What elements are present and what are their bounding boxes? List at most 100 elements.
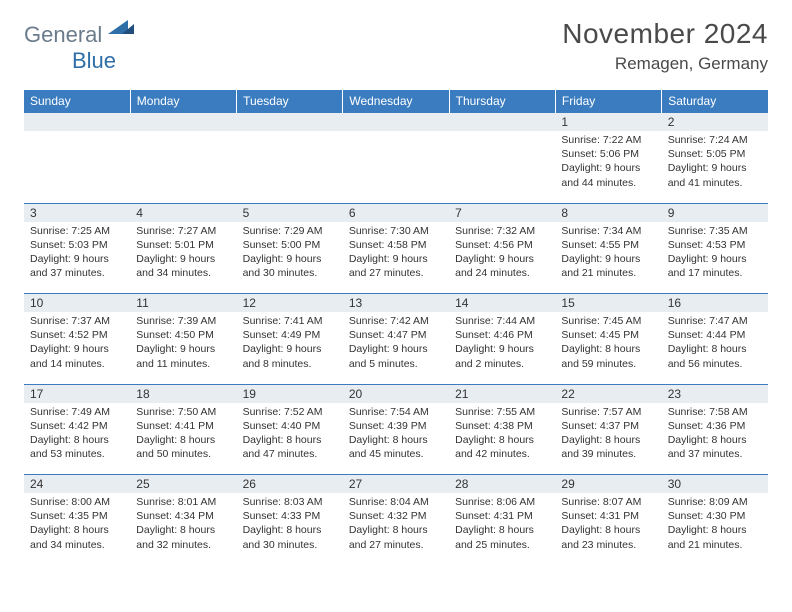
day-number-cell: 12 (237, 294, 343, 313)
day-cell: Sunrise: 7:42 AMSunset: 4:47 PMDaylight:… (343, 312, 449, 384)
day-number: 29 (555, 475, 661, 493)
day-cell: Sunrise: 7:32 AMSunset: 4:56 PMDaylight:… (449, 222, 555, 294)
day-number-cell: 22 (555, 384, 661, 403)
day-cell: Sunrise: 8:07 AMSunset: 4:31 PMDaylight:… (555, 493, 661, 565)
day-content-row: Sunrise: 7:37 AMSunset: 4:52 PMDaylight:… (24, 312, 768, 384)
day-cell (449, 131, 555, 203)
day-number: 30 (662, 475, 768, 493)
day-cell: Sunrise: 7:39 AMSunset: 4:50 PMDaylight:… (130, 312, 236, 384)
day-cell: Sunrise: 7:37 AMSunset: 4:52 PMDaylight:… (24, 312, 130, 384)
day-details: Sunrise: 7:27 AMSunset: 5:01 PMDaylight:… (130, 222, 236, 285)
day-number: 27 (343, 475, 449, 493)
day-number-cell: 15 (555, 294, 661, 313)
day-number-cell: 5 (237, 203, 343, 222)
day-cell: Sunrise: 8:01 AMSunset: 4:34 PMDaylight:… (130, 493, 236, 565)
day-number-cell: 1 (555, 113, 661, 132)
calendar-body: 12Sunrise: 7:22 AMSunset: 5:06 PMDayligh… (24, 113, 768, 566)
day-number: 21 (449, 385, 555, 403)
day-number: 12 (237, 294, 343, 312)
day-cell: Sunrise: 7:54 AMSunset: 4:39 PMDaylight:… (343, 403, 449, 475)
day-details: Sunrise: 7:30 AMSunset: 4:58 PMDaylight:… (343, 222, 449, 285)
day-number-cell: 20 (343, 384, 449, 403)
day-number-cell: 2 (662, 113, 768, 132)
day-number-cell: 27 (343, 475, 449, 494)
day-number: 24 (24, 475, 130, 493)
day-details: Sunrise: 8:07 AMSunset: 4:31 PMDaylight:… (555, 493, 661, 556)
day-number: 25 (130, 475, 236, 493)
day-details: Sunrise: 7:42 AMSunset: 4:47 PMDaylight:… (343, 312, 449, 375)
day-cell: Sunrise: 7:34 AMSunset: 4:55 PMDaylight:… (555, 222, 661, 294)
weekday-header-row: SundayMondayTuesdayWednesdayThursdayFrid… (24, 90, 768, 113)
day-number-cell: 4 (130, 203, 236, 222)
day-number: 6 (343, 204, 449, 222)
day-content-row: Sunrise: 7:25 AMSunset: 5:03 PMDaylight:… (24, 222, 768, 294)
day-cell: Sunrise: 7:25 AMSunset: 5:03 PMDaylight:… (24, 222, 130, 294)
day-details: Sunrise: 7:35 AMSunset: 4:53 PMDaylight:… (662, 222, 768, 285)
day-number-cell: 25 (130, 475, 236, 494)
day-details: Sunrise: 7:55 AMSunset: 4:38 PMDaylight:… (449, 403, 555, 466)
day-details: Sunrise: 8:03 AMSunset: 4:33 PMDaylight:… (237, 493, 343, 556)
day-cell: Sunrise: 7:55 AMSunset: 4:38 PMDaylight:… (449, 403, 555, 475)
day-cell (343, 131, 449, 203)
weekday-header: Friday (555, 90, 661, 113)
day-number: 7 (449, 204, 555, 222)
day-details: Sunrise: 7:50 AMSunset: 4:41 PMDaylight:… (130, 403, 236, 466)
day-number-cell: 29 (555, 475, 661, 494)
day-details: Sunrise: 7:25 AMSunset: 5:03 PMDaylight:… (24, 222, 130, 285)
day-cell: Sunrise: 7:57 AMSunset: 4:37 PMDaylight:… (555, 403, 661, 475)
logo-text-blue: Blue (72, 48, 116, 73)
day-number: 4 (130, 204, 236, 222)
day-cell: Sunrise: 7:41 AMSunset: 4:49 PMDaylight:… (237, 312, 343, 384)
day-details: Sunrise: 7:24 AMSunset: 5:05 PMDaylight:… (662, 131, 768, 194)
day-cell: Sunrise: 8:00 AMSunset: 4:35 PMDaylight:… (24, 493, 130, 565)
day-number-cell: 28 (449, 475, 555, 494)
day-cell: Sunrise: 7:45 AMSunset: 4:45 PMDaylight:… (555, 312, 661, 384)
day-number: 5 (237, 204, 343, 222)
weekday-header: Saturday (662, 90, 768, 113)
day-number: 18 (130, 385, 236, 403)
day-number-cell: 16 (662, 294, 768, 313)
day-details: Sunrise: 7:41 AMSunset: 4:49 PMDaylight:… (237, 312, 343, 375)
day-number-cell: 17 (24, 384, 130, 403)
day-details: Sunrise: 8:04 AMSunset: 4:32 PMDaylight:… (343, 493, 449, 556)
day-number-cell: 23 (662, 384, 768, 403)
day-cell: Sunrise: 8:03 AMSunset: 4:33 PMDaylight:… (237, 493, 343, 565)
day-content-row: Sunrise: 7:22 AMSunset: 5:06 PMDaylight:… (24, 131, 768, 203)
day-number-cell (237, 113, 343, 132)
day-number: 28 (449, 475, 555, 493)
day-number: 16 (662, 294, 768, 312)
weekday-header: Thursday (449, 90, 555, 113)
day-cell: Sunrise: 7:22 AMSunset: 5:06 PMDaylight:… (555, 131, 661, 203)
day-details: Sunrise: 7:58 AMSunset: 4:36 PMDaylight:… (662, 403, 768, 466)
day-cell: Sunrise: 7:44 AMSunset: 4:46 PMDaylight:… (449, 312, 555, 384)
day-details: Sunrise: 7:49 AMSunset: 4:42 PMDaylight:… (24, 403, 130, 466)
day-number-row: 10111213141516 (24, 294, 768, 313)
day-number: 9 (662, 204, 768, 222)
day-number-cell: 19 (237, 384, 343, 403)
day-cell: Sunrise: 7:49 AMSunset: 4:42 PMDaylight:… (24, 403, 130, 475)
day-details: Sunrise: 7:57 AMSunset: 4:37 PMDaylight:… (555, 403, 661, 466)
day-number-cell: 26 (237, 475, 343, 494)
day-content-row: Sunrise: 7:49 AMSunset: 4:42 PMDaylight:… (24, 403, 768, 475)
day-details: Sunrise: 7:47 AMSunset: 4:44 PMDaylight:… (662, 312, 768, 375)
day-number: 23 (662, 385, 768, 403)
day-number-cell (130, 113, 236, 132)
day-number-cell: 24 (24, 475, 130, 494)
day-details: Sunrise: 7:52 AMSunset: 4:40 PMDaylight:… (237, 403, 343, 466)
day-number-cell: 21 (449, 384, 555, 403)
day-details: Sunrise: 7:32 AMSunset: 4:56 PMDaylight:… (449, 222, 555, 285)
day-number: 14 (449, 294, 555, 312)
day-number: 10 (24, 294, 130, 312)
day-number-cell: 14 (449, 294, 555, 313)
day-number: 11 (130, 294, 236, 312)
day-number: 22 (555, 385, 661, 403)
logo-text-general: General (24, 22, 102, 48)
day-content-row: Sunrise: 8:00 AMSunset: 4:35 PMDaylight:… (24, 493, 768, 565)
day-number: 26 (237, 475, 343, 493)
day-details: Sunrise: 7:45 AMSunset: 4:45 PMDaylight:… (555, 312, 661, 375)
day-number-cell: 7 (449, 203, 555, 222)
day-details: Sunrise: 7:54 AMSunset: 4:39 PMDaylight:… (343, 403, 449, 466)
day-cell: Sunrise: 8:09 AMSunset: 4:30 PMDaylight:… (662, 493, 768, 565)
day-details: Sunrise: 7:34 AMSunset: 4:55 PMDaylight:… (555, 222, 661, 285)
day-number-cell (343, 113, 449, 132)
